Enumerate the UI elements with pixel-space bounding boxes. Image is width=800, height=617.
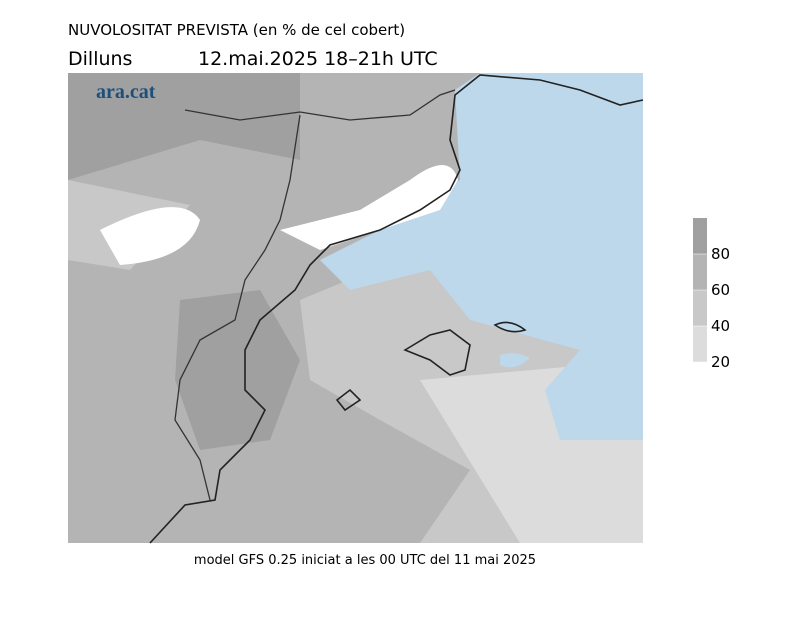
title: NUVOLOSITAT PREVISTA (en % de cel cobert… [68, 21, 405, 39]
legend-swatch [693, 290, 707, 326]
footer: model GFS 0.25 iniciat a les 00 UTC del … [194, 553, 536, 568]
legend-swatch [693, 218, 707, 254]
date: 12.mai.2025 18–21h UTC [198, 48, 438, 70]
legend-label: 80 [711, 245, 730, 263]
legend-label: 40 [711, 317, 730, 335]
legend: 80 60 40 20 [693, 218, 730, 371]
logo: ara.cat [96, 81, 156, 103]
legend-label: 20 [711, 353, 730, 371]
legend-label: 60 [711, 281, 730, 299]
day: Dilluns [68, 48, 132, 70]
legend-swatch [693, 254, 707, 290]
legend-swatch [693, 326, 707, 362]
map: ara.cat [68, 73, 644, 544]
